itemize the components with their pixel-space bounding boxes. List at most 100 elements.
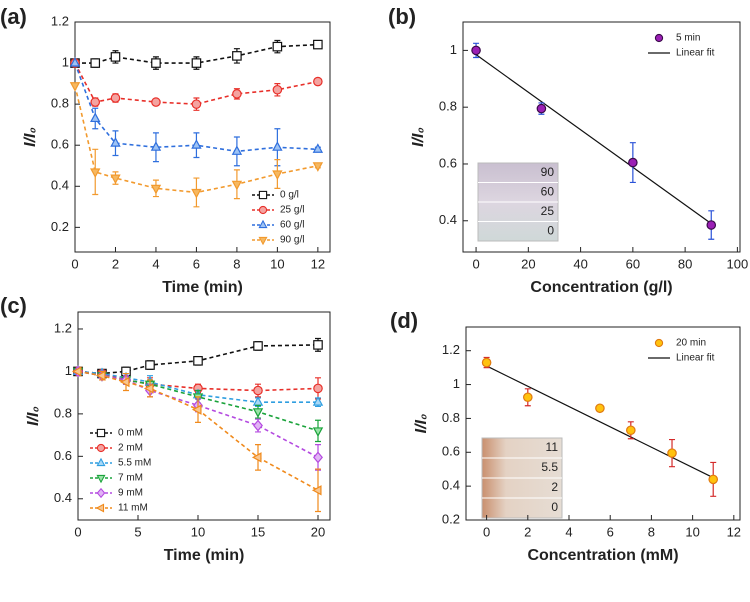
legend-marker: [96, 474, 106, 484]
panel-label: (b): [388, 4, 416, 29]
data-point: [150, 141, 162, 151]
x-tick-label: 100: [727, 256, 749, 271]
inset-label: 2: [551, 480, 558, 494]
data-point: [151, 97, 161, 107]
legend-label: 9 mM: [118, 488, 143, 499]
plot-frame: [465, 326, 741, 521]
data-point: [90, 97, 101, 107]
panel-label: (c): [0, 293, 27, 318]
y-tick-label: 0.4: [439, 212, 457, 227]
y-tick-label: 0.6: [439, 155, 457, 170]
data-point: [90, 58, 101, 68]
y-tick-label: 0.8: [439, 99, 457, 114]
data-point: [312, 396, 324, 406]
x-axis-title: Time (min): [162, 279, 243, 296]
data-point: [110, 93, 121, 103]
data-point: [253, 385, 263, 396]
y-axis-title: I/I₀: [410, 127, 427, 147]
legend-marker: [258, 219, 268, 229]
data-point: [151, 58, 161, 68]
data-point: [90, 112, 101, 123]
x-tick-label: 4: [152, 256, 159, 271]
data-point: [110, 137, 121, 147]
data-point: [272, 170, 283, 181]
y-tick-label: 1: [65, 363, 72, 378]
x-tick-label: 2: [524, 524, 531, 539]
data-point: [191, 58, 202, 68]
x-tick-label: 12: [727, 524, 741, 539]
data-point: [191, 404, 202, 415]
data-point: [471, 45, 481, 56]
data-point: [145, 360, 155, 370]
data-point: [191, 188, 202, 199]
x-tick-label: 40: [573, 256, 587, 271]
data-point: [313, 451, 323, 464]
y-tick-label: 0.4: [54, 490, 72, 505]
legend-marker: [258, 190, 268, 200]
x-tick-label: 5: [134, 524, 141, 539]
legend-label: 90 g/l: [280, 235, 304, 246]
data-point: [667, 448, 677, 458]
legend-label: 60 g/l: [280, 220, 304, 231]
legend-label: 5.5 mM: [118, 458, 151, 469]
data-point: [150, 184, 162, 195]
data-point: [95, 370, 106, 381]
data-point: [313, 76, 323, 87]
y-axis-title: I/I₀: [22, 127, 39, 147]
data-point: [253, 419, 263, 432]
data-point: [536, 103, 547, 114]
data-point: [253, 341, 263, 351]
data-point: [312, 143, 324, 153]
x-tick-label: 8: [233, 256, 240, 271]
x-tick-label: 6: [193, 256, 200, 271]
legend-marker: [654, 338, 664, 348]
x-tick-label: 0: [483, 524, 490, 539]
y-tick-label: 0.8: [54, 405, 72, 420]
inset-label: 11: [546, 440, 559, 454]
legend-label: 20 min: [676, 338, 706, 349]
data-point: [313, 340, 323, 350]
data-point: [706, 220, 717, 230]
data-point: [708, 474, 719, 485]
inset-label: 0: [551, 500, 558, 514]
legend-label: 7 mM: [118, 473, 143, 484]
fit-line: [486, 365, 714, 479]
series-line: [74, 85, 319, 194]
y-tick-label: 0.2: [442, 511, 460, 526]
x-tick-label: 0: [472, 256, 479, 271]
x-tick-label: 6: [607, 524, 614, 539]
plot-frame: [77, 311, 331, 521]
data-point: [595, 403, 605, 414]
data-point: [312, 427, 324, 437]
inset-label: 0: [547, 223, 554, 237]
y-tick-label: 0.6: [51, 137, 69, 152]
x-tick-label: 10: [685, 524, 699, 539]
x-tick-label: 20: [311, 524, 325, 539]
data-point: [272, 141, 283, 151]
plot-frame: [74, 21, 331, 253]
legend-label: 25 g/l: [280, 205, 304, 216]
x-axis-title: Concentration (g/l): [530, 279, 672, 296]
data-point: [232, 51, 242, 61]
data-point: [191, 139, 202, 149]
data-point: [313, 383, 323, 394]
y-tick-label: 0.2: [51, 219, 69, 234]
legend-marker: [96, 457, 106, 467]
y-tick-label: 0.8: [442, 410, 460, 425]
inset-label: 90: [541, 165, 555, 179]
data-point: [628, 157, 638, 168]
x-tick-label: 15: [251, 524, 265, 539]
x-tick-label: 80: [678, 256, 692, 271]
x-tick-label: 20: [521, 256, 535, 271]
data-point: [143, 383, 154, 394]
data-point: [191, 99, 202, 109]
data-point: [312, 162, 324, 172]
panel-label: (d): [390, 308, 418, 333]
y-tick-label: 0.6: [442, 444, 460, 459]
legend-marker: [258, 205, 268, 215]
x-tick-label: 2: [112, 256, 119, 271]
x-axis-title: Time (min): [164, 547, 245, 564]
data-point: [90, 168, 101, 179]
